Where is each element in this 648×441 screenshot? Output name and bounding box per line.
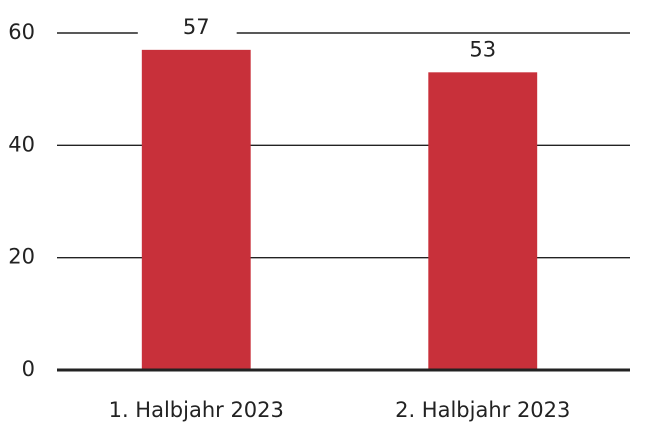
- value-label: 53: [469, 37, 496, 61]
- x-tick-label: 1. Halbjahr 2023: [109, 398, 284, 422]
- bar: [428, 72, 538, 371]
- x-tick-label: 2. Halbjahr 2023: [395, 398, 570, 422]
- y-tick-label: 20: [8, 245, 35, 269]
- value-label-background: [137, 13, 237, 44]
- y-tick-label: 60: [8, 20, 35, 44]
- bar: [141, 49, 251, 370]
- value-label: 57: [183, 15, 210, 39]
- y-tick-label: 40: [8, 132, 35, 156]
- value-label-background: [424, 36, 524, 67]
- y-tick-label: 0: [22, 357, 35, 381]
